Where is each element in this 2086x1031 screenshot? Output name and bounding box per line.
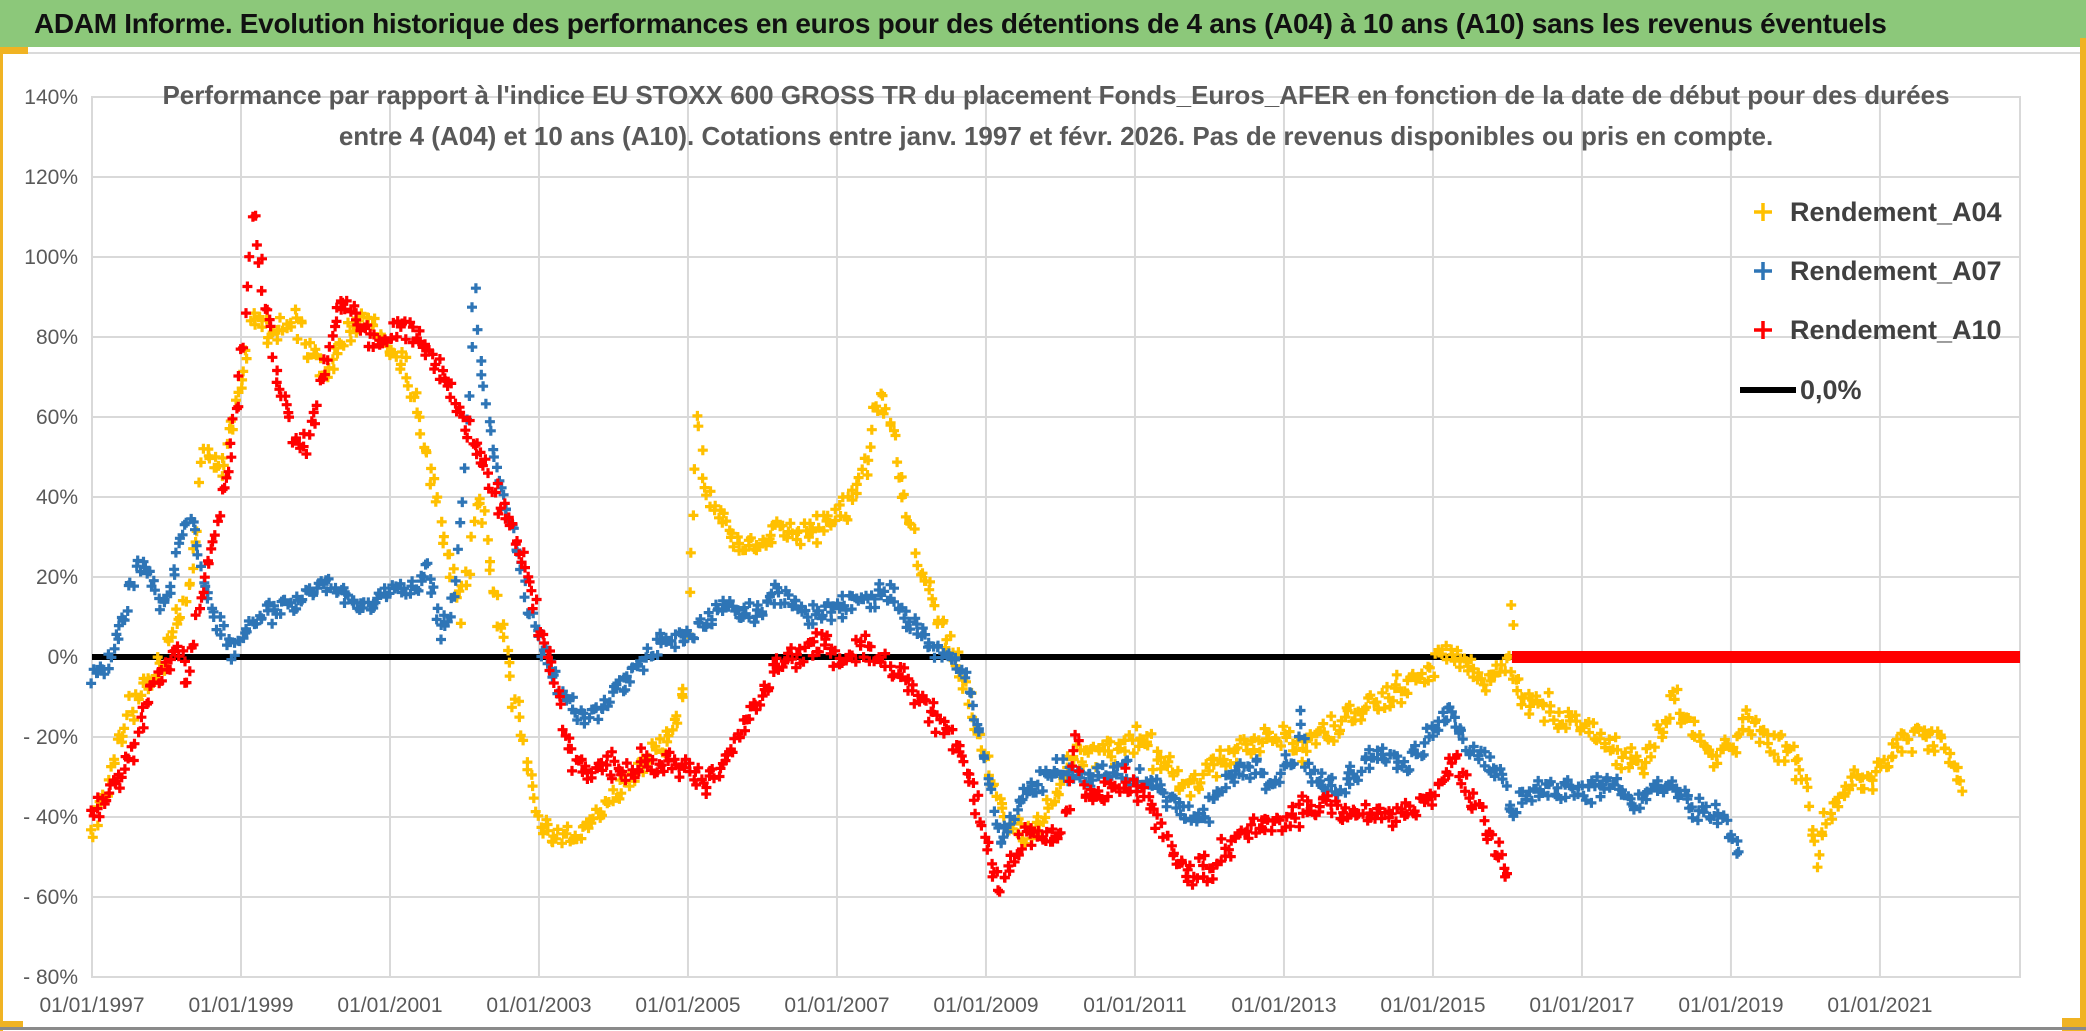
x-tick-label: 01/01/1997 <box>39 994 144 1017</box>
y-tick-label: 60% <box>36 406 78 429</box>
y-tick-label: - 80% <box>23 966 78 989</box>
gold-accent-top-left <box>2 47 28 54</box>
y-tick-label: - 20% <box>23 726 78 749</box>
series-points-rendement_a10 <box>86 210 1512 897</box>
legend-label: Rendement_A10 <box>1790 315 2002 345</box>
app-title: ADAM Informe. Evolution historique des p… <box>34 7 1887 39</box>
legend-label: Rendement_A04 <box>1790 197 2002 227</box>
y-tick-label: 20% <box>36 566 78 589</box>
legend-label: Rendement_A07 <box>1790 256 2002 286</box>
y-tick-label: 0% <box>48 646 78 669</box>
y-tick-label: 40% <box>36 486 78 509</box>
y-tick-label: - 40% <box>23 806 78 829</box>
legend-label: 0,0% <box>1800 375 1862 405</box>
y-tick-label: 140% <box>24 86 78 109</box>
window-bottom-edge <box>0 1027 2086 1030</box>
x-tick-label: 01/01/2015 <box>1380 994 1485 1017</box>
series-points-rendement_a07 <box>86 283 1744 859</box>
chart-title-line1: Performance par rapport à l'indice EU ST… <box>162 80 1949 110</box>
legend-item-rendement-a04[interactable]: Rendement_A04 <box>1754 197 2002 227</box>
gold-accent-bottom-left <box>3 1021 23 1028</box>
legend-plus-marker-icon <box>1754 262 1772 280</box>
x-tick-label: 01/01/2017 <box>1529 994 1634 1017</box>
app-title-bar: ADAM Informe. Evolution historique des p… <box>0 0 2086 47</box>
x-tick-label: 01/01/2001 <box>337 994 442 1017</box>
legend-plus-marker-icon <box>1754 321 1772 339</box>
legend-item-rendement-a07[interactable]: Rendement_A07 <box>1754 256 2002 286</box>
x-tick-label: 01/01/2009 <box>933 994 1038 1017</box>
scatter-series <box>86 210 2020 897</box>
legend-item-0-0-[interactable]: 0,0% <box>1740 375 1862 405</box>
x-tick-label: 01/01/2019 <box>1678 994 1783 1017</box>
x-tick-label: 01/01/2007 <box>784 994 889 1017</box>
y-tick-label: 100% <box>24 246 78 269</box>
y-tick-label: 120% <box>24 166 78 189</box>
chart-legend: Rendement_A04 Rendement_A07 Rendement_A10 0… <box>1740 197 2002 405</box>
x-tick-label: 01/01/1999 <box>188 994 293 1017</box>
banner-divider <box>0 52 2086 54</box>
x-tick-label: 01/01/2003 <box>486 994 591 1017</box>
legend-plus-marker-icon <box>1754 203 1772 221</box>
y-tick-label: 80% <box>36 326 78 349</box>
x-tick-label: 01/01/2021 <box>1827 994 1932 1017</box>
x-tick-label: 01/01/2005 <box>635 994 740 1017</box>
legend-item-rendement-a10[interactable]: Rendement_A10 <box>1754 315 2002 345</box>
gold-accent-left-stripe <box>0 47 3 1031</box>
x-tick-label: 01/01/2011 <box>1083 994 1187 1017</box>
axis-ticks: 140% 120% 100% 80% 60% 40% 20% 0% - 20% - 40% - 60… <box>23 86 1932 1017</box>
chart-title-line2: entre 4 (A04) et 10 ans (A10). Cotations… <box>339 121 1773 151</box>
series-points-rendement_a04 <box>86 304 1968 873</box>
gold-accent-right-stripe <box>2080 38 2086 1031</box>
gridlines <box>91 96 2021 978</box>
y-tick-label: - 60% <box>23 886 78 909</box>
x-tick-label: 01/01/2013 <box>1231 994 1336 1017</box>
